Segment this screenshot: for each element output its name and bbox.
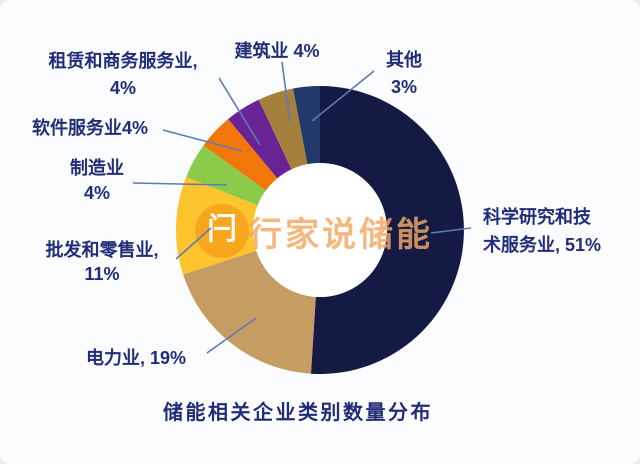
donut-segment-软件服务业 <box>203 119 278 191</box>
leader-line-qita <box>311 70 375 122</box>
leader-line-zhizao <box>132 182 228 186</box>
donut-segment-制造业 <box>186 145 266 206</box>
leader-line-jianzhu <box>281 61 291 123</box>
watermark-logo-icon: 闩 <box>195 204 249 258</box>
donut-hole <box>253 163 387 297</box>
watermark-logo-glyph: 闩 <box>207 213 237 246</box>
watermark-text: 行家说储能 <box>248 216 433 254</box>
leader-line-pifa <box>175 227 212 260</box>
leader-line-dianli <box>206 317 257 354</box>
leader-line-kexueyanjiu <box>430 227 472 234</box>
donut-segment-电力业 <box>183 250 316 374</box>
donut-segment-其他 <box>293 86 320 165</box>
donut-segment-科学研究和技术服务业 <box>310 86 464 374</box>
donut-segment-建筑业 <box>258 88 308 170</box>
leader-line-zulin <box>218 77 261 146</box>
leader-line-ruanjian <box>162 129 243 152</box>
